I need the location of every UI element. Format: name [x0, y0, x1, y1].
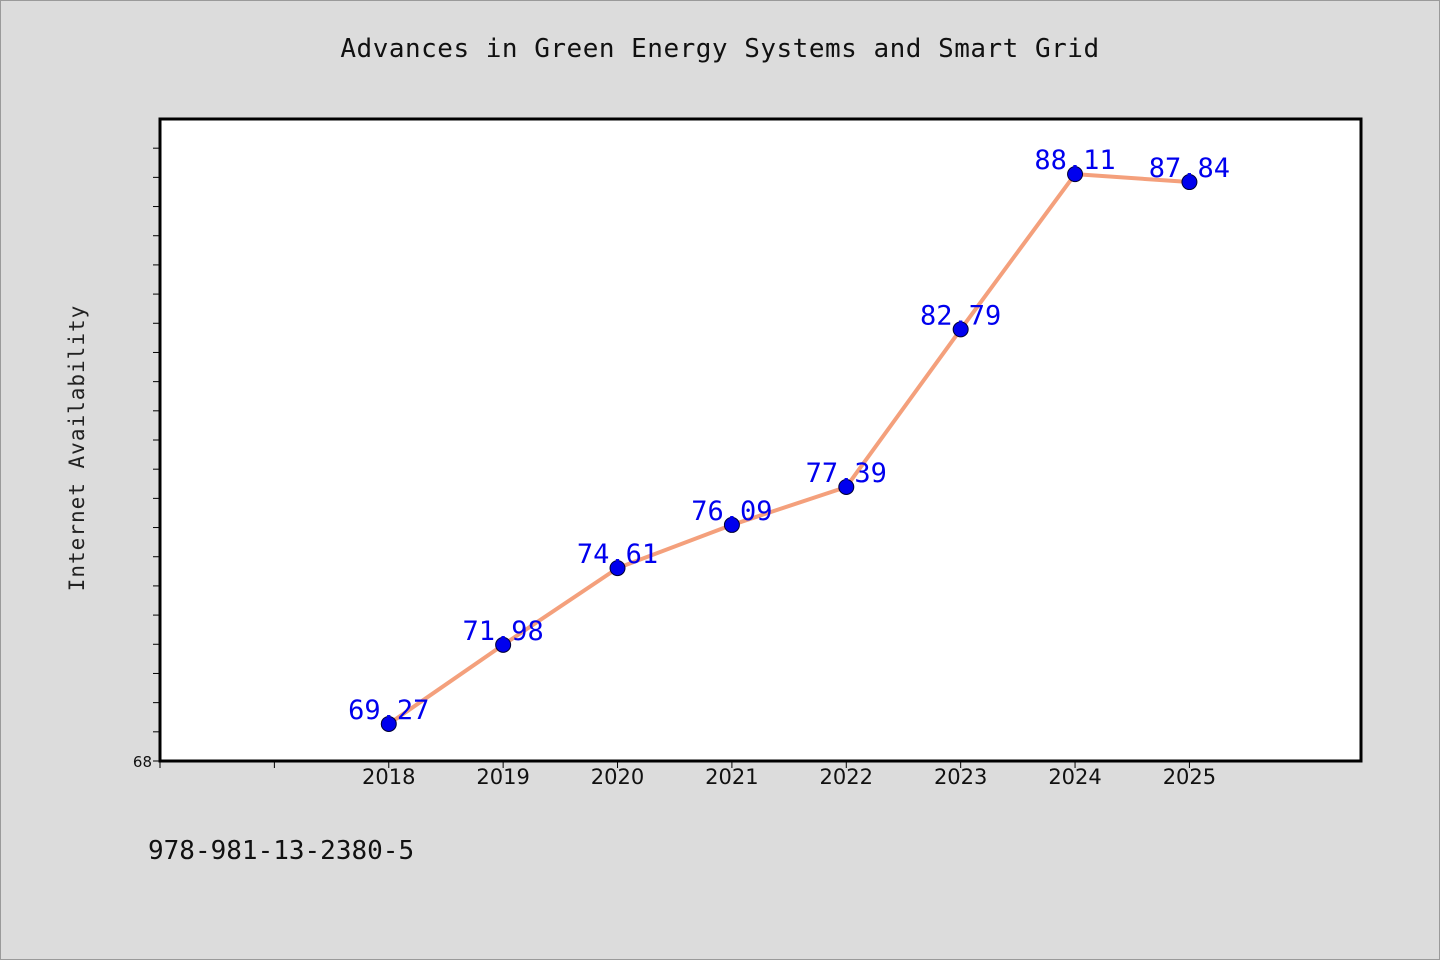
chart-title: Advances in Green Energy Systems and Sma… — [340, 34, 1100, 64]
y-tick-label: 68 — [133, 753, 152, 771]
x-tick-label: 2023 — [934, 765, 987, 789]
y-axis-ticks: 68 — [133, 147, 160, 771]
data-label: 71.98 — [463, 616, 544, 647]
data-point — [495, 636, 512, 653]
series-line-group — [386, 172, 1192, 726]
x-tick-label: 2021 — [705, 765, 758, 789]
data-point — [952, 321, 969, 338]
series-line — [386, 172, 1192, 726]
data-labels: 69.27 71.98 74.61 76.09 77.39 82.79 88.11 87.84 — [348, 145, 1230, 726]
data-point — [1181, 174, 1198, 191]
data-point — [838, 478, 855, 495]
x-tick-label: 2018 — [362, 765, 415, 789]
data-label: 77.39 — [806, 458, 887, 489]
data-label: 76.09 — [691, 496, 772, 527]
data-point — [1067, 166, 1084, 183]
x-axis-ticks: 2018 2019 2020 2021 2022 2023 2024 2025 — [159, 761, 1216, 789]
footer-code: 978-981-13-2380-5 — [148, 836, 415, 866]
data-label: 69.27 — [348, 695, 429, 726]
data-point — [609, 560, 626, 577]
data-point — [723, 516, 740, 533]
x-tick-label: 2022 — [820, 765, 873, 789]
data-label: 88.11 — [1034, 145, 1115, 176]
x-tick-label: 2025 — [1163, 765, 1216, 789]
x-tick-label: 2019 — [476, 765, 529, 789]
data-point — [380, 715, 397, 732]
x-tick-label: 2024 — [1048, 765, 1101, 789]
data-label: 74.61 — [577, 539, 658, 570]
x-tick-label: 2020 — [591, 765, 644, 789]
data-markers — [380, 166, 1198, 732]
data-label: 82.79 — [920, 300, 1001, 331]
plot-area — [158, 117, 1363, 763]
data-label: 87.84 — [1149, 153, 1230, 184]
